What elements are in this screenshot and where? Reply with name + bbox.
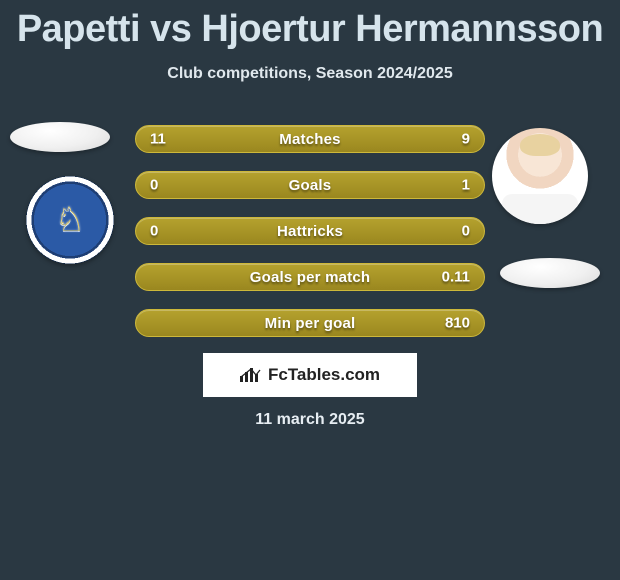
stat-value-right: 9 bbox=[462, 131, 470, 148]
stat-row: Min per goal 810 bbox=[135, 309, 485, 337]
stat-row: Goals per match 0.11 bbox=[135, 263, 485, 291]
page-title: Papetti vs Hjoertur Hermannsson bbox=[0, 0, 620, 51]
stat-row: 0 Hattricks 0 bbox=[135, 217, 485, 245]
stat-value-left: 0 bbox=[150, 223, 158, 240]
stat-label: Goals per match bbox=[250, 269, 371, 286]
footer-date: 11 march 2025 bbox=[0, 411, 620, 429]
bar-chart-icon bbox=[240, 366, 262, 384]
player-photo-right bbox=[492, 128, 588, 224]
stat-value-right: 0 bbox=[462, 223, 470, 240]
stat-label: Goals bbox=[289, 177, 332, 194]
right-ellipse bbox=[500, 258, 600, 288]
left-ellipse bbox=[10, 122, 110, 152]
stat-value-left: 11 bbox=[150, 131, 166, 148]
stat-value-right: 0.11 bbox=[442, 269, 470, 286]
club-crest-left: ♘ bbox=[26, 176, 114, 264]
stat-row: 0 Goals 1 bbox=[135, 171, 485, 199]
lion-icon: ♘ bbox=[55, 200, 85, 240]
stat-label: Hattricks bbox=[277, 223, 343, 240]
stat-value-right: 1 bbox=[462, 177, 470, 194]
brand-logo-box: FcTables.com bbox=[203, 353, 417, 397]
page-subtitle: Club competitions, Season 2024/2025 bbox=[0, 65, 620, 83]
brand-name: FcTables.com bbox=[268, 365, 380, 385]
stat-label: Min per goal bbox=[265, 315, 356, 332]
stat-value-right: 810 bbox=[445, 315, 470, 332]
stat-row: 11 Matches 9 bbox=[135, 125, 485, 153]
stat-value-left: 0 bbox=[150, 177, 158, 194]
stat-label: Matches bbox=[279, 131, 340, 148]
